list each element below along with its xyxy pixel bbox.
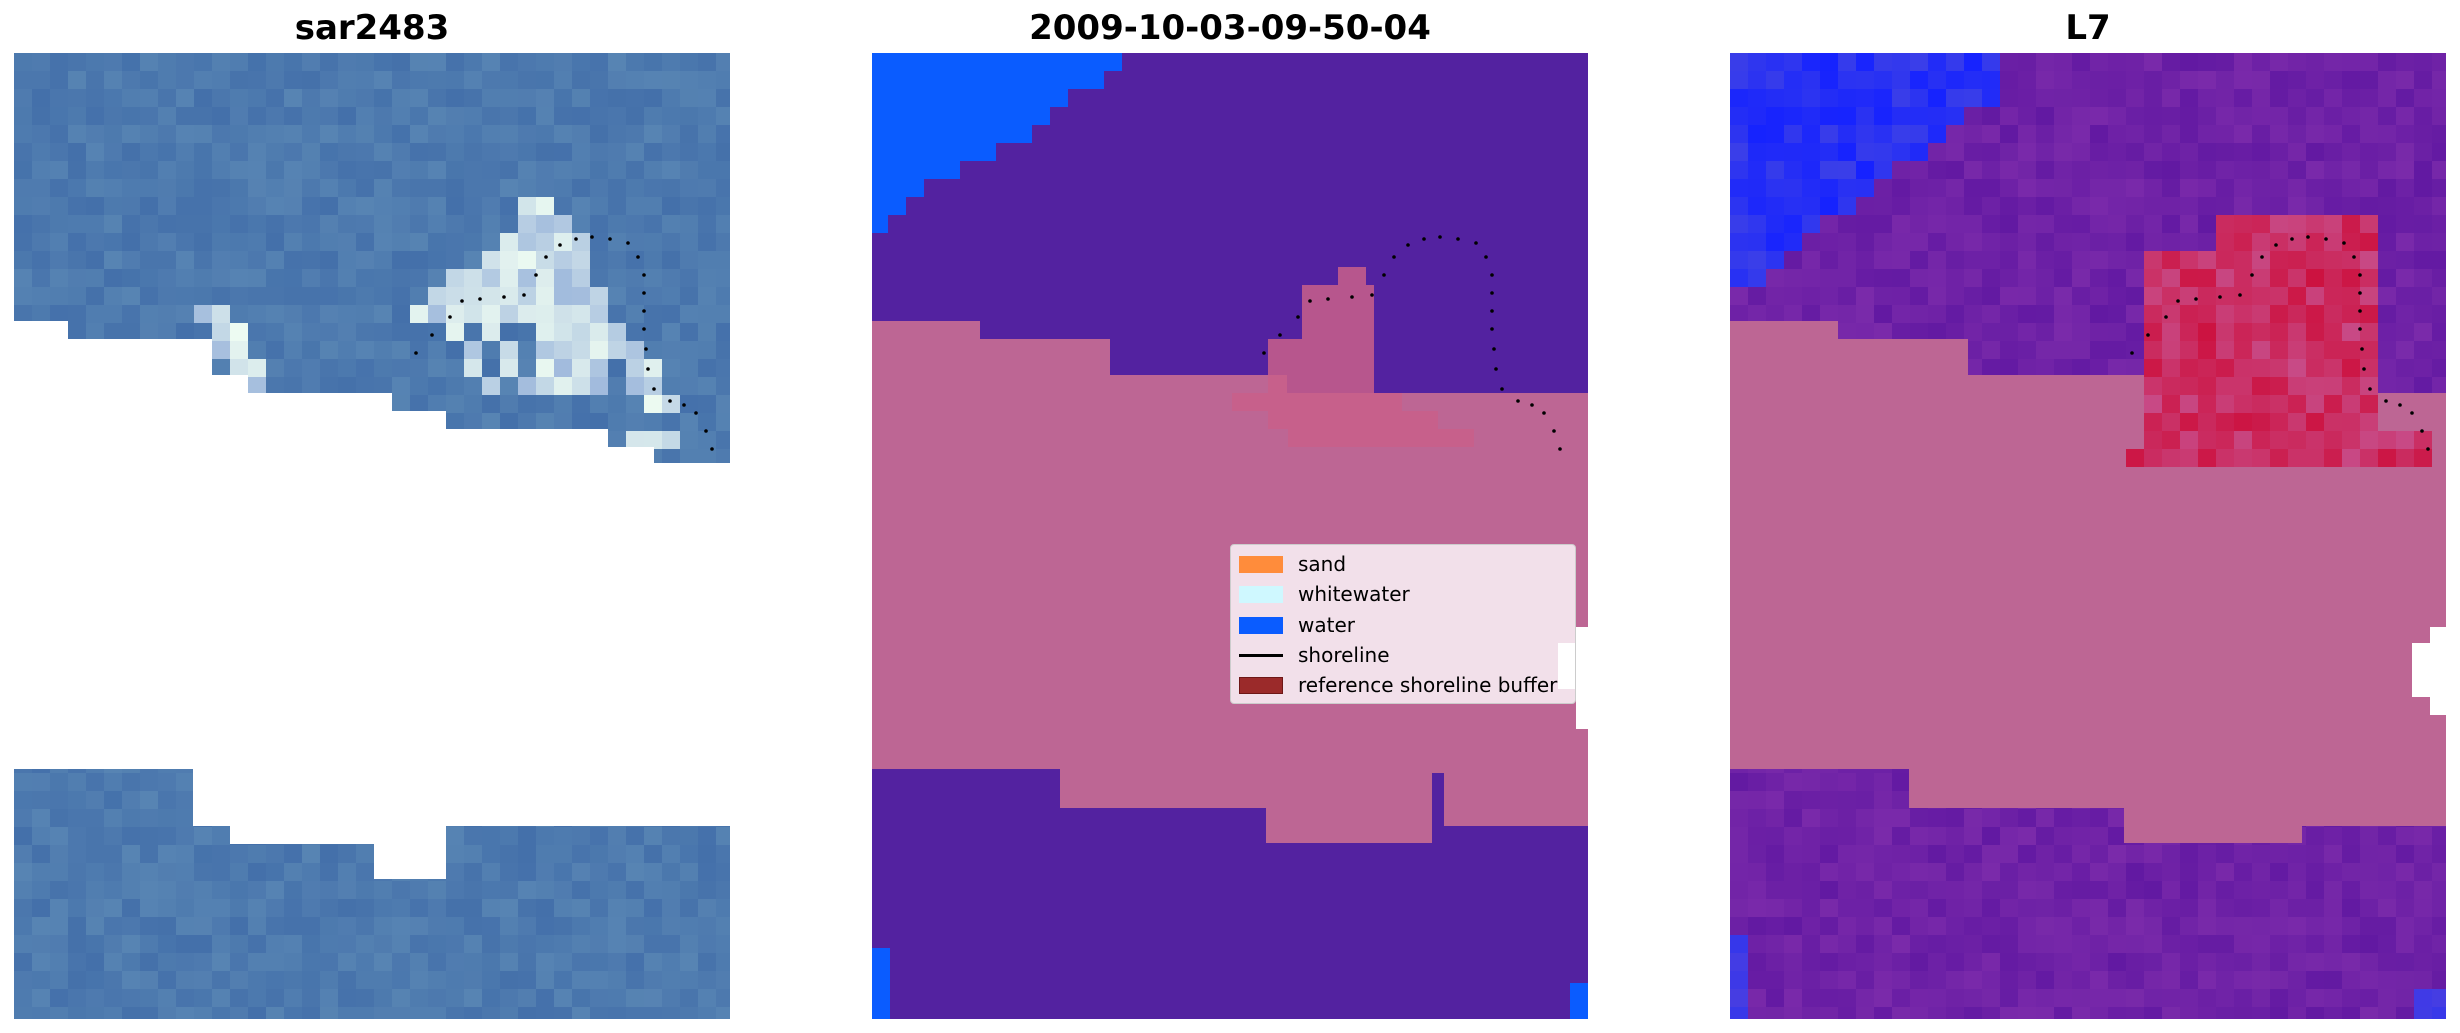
shoreline [414, 235, 714, 451]
class-water-bottom-right [1570, 983, 1588, 1019]
class-water-bottom-left [872, 948, 890, 1019]
whitewater-swatch [1239, 585, 1283, 603]
panel-title-classification: 2009-10-03-09-50-04 [1029, 8, 1431, 48]
classification-image [872, 53, 1588, 1019]
class-mixed-pixels [1232, 267, 1474, 447]
nodata-region [14, 321, 730, 879]
legend-item-shoreline: shoreline [1239, 642, 1390, 668]
classification-panel [872, 53, 1588, 1019]
legend-item-water: water [1239, 612, 1355, 638]
legend-label-whitewater: whitewater [1298, 582, 1410, 606]
class-water-top-left [872, 53, 1122, 233]
legend-item-sand: sand [1239, 551, 1346, 577]
nodata-notch [2412, 627, 2446, 715]
index-panel [1730, 53, 2446, 1019]
panel-title-index: L7 [2065, 8, 2111, 48]
legend-label-buffer: reference shoreline buffer [1298, 673, 1558, 697]
buffer-swatch [1239, 676, 1283, 694]
legend: sand whitewater water shoreline referenc… [1230, 544, 1576, 704]
legend-label-water: water [1298, 613, 1355, 637]
legend-item-buffer: reference shoreline buffer [1239, 672, 1557, 698]
legend-item-whitewater: whitewater [1239, 581, 1410, 607]
shoreline-line-swatch [1239, 653, 1283, 657]
legend-label-sand: sand [1298, 552, 1347, 576]
index-high-values [2126, 215, 2432, 467]
legend-label-shoreline: shoreline [1298, 643, 1390, 667]
shoreline [1262, 235, 1562, 451]
rgb-image [14, 53, 730, 1019]
sand-swatch [1239, 555, 1283, 573]
panel-title-rgb: sar2483 [294, 8, 450, 48]
index-image [1730, 53, 2446, 1019]
water-swatch [1239, 616, 1283, 634]
rgb-image-panel [14, 53, 730, 1019]
shoreline [2130, 235, 2430, 451]
